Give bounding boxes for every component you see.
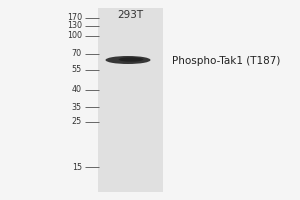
Text: 100: 100 <box>67 31 82 40</box>
Text: 25: 25 <box>72 117 82 127</box>
Text: 35: 35 <box>72 102 82 112</box>
Text: Phospho-Tak1 (T187): Phospho-Tak1 (T187) <box>172 56 280 66</box>
Ellipse shape <box>106 56 151 64</box>
Text: 170: 170 <box>67 14 82 22</box>
Text: 40: 40 <box>72 86 82 95</box>
Ellipse shape <box>118 57 143 62</box>
Text: 70: 70 <box>72 49 82 58</box>
Text: 55: 55 <box>72 66 82 74</box>
Text: 293T: 293T <box>117 10 143 20</box>
Bar <box>98 8 163 192</box>
Text: 15: 15 <box>72 162 82 171</box>
Text: 130: 130 <box>67 21 82 30</box>
